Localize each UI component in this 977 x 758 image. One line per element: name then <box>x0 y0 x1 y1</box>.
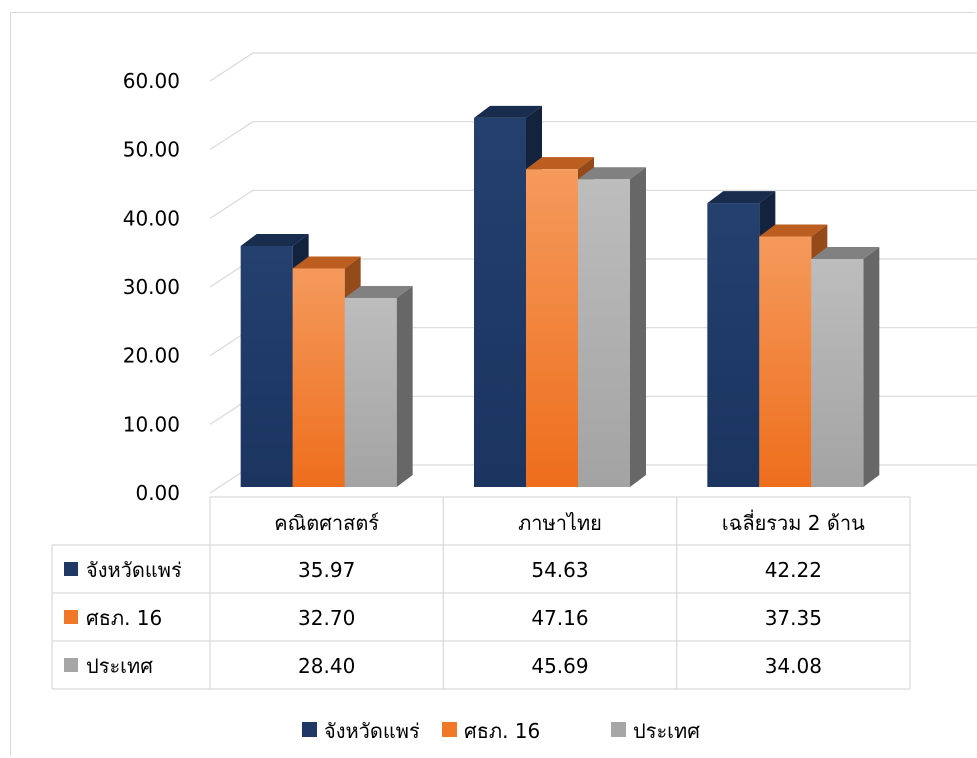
series-swatch <box>64 610 78 624</box>
bar <box>578 167 646 487</box>
legend-entry: ประเทศ <box>633 719 700 743</box>
gridline <box>209 189 977 219</box>
legend-entry: ศธภ. 16 <box>464 719 540 743</box>
legend-swatch <box>302 722 317 737</box>
category-label: เฉลี่ยรวม 2 ด้าน <box>722 509 865 535</box>
bars <box>240 105 880 488</box>
y-tick-label: 40.00 <box>123 206 180 230</box>
legend-swatch <box>611 722 626 737</box>
data-label: 34.08 <box>765 654 822 678</box>
data-label: 42.22 <box>765 558 822 582</box>
y-axis-ticks: 0.00 10.00 20.00 30.00 40.00 50.00 60.00 <box>123 69 180 505</box>
y-tick-label: 10.00 <box>123 412 180 436</box>
bar <box>811 246 880 487</box>
data-label: 28.40 <box>298 654 355 678</box>
y-tick-label: 30.00 <box>123 275 180 299</box>
y-tick-label: 20.00 <box>123 344 180 368</box>
data-label: 54.63 <box>531 558 588 582</box>
legend: จังหวัดแพร่ ศธภ. 16 ประเทศ <box>302 719 700 743</box>
legend-entry: จังหวัดแพร่ <box>324 719 420 743</box>
series-swatch <box>64 562 78 576</box>
category-label: คณิตศาสตร์ <box>274 511 379 535</box>
gridline <box>209 52 977 82</box>
data-label: 32.70 <box>298 606 355 630</box>
bar <box>344 285 413 487</box>
gridline <box>209 121 977 151</box>
data-table: คณิตศาสตร์ ภาษาไทย เฉลี่ยรวม 2 ด้านจังหวัด… <box>51 496 911 690</box>
data-label: 37.35 <box>765 606 822 630</box>
y-tick-label: 50.00 <box>123 138 180 162</box>
series-row-label: ประเทศ <box>86 654 153 678</box>
chart-frame <box>10 12 975 756</box>
data-label: 47.16 <box>531 606 588 630</box>
series-row-label: จังหวัดแพร่ <box>86 558 182 582</box>
y-tick-label: 0.00 <box>135 481 180 505</box>
series-swatch <box>64 658 78 672</box>
data-label: 35.97 <box>298 558 355 582</box>
legend-swatch <box>442 722 457 737</box>
series-row-label: ศธภ. 16 <box>86 606 162 630</box>
category-label: ภาษาไทย <box>518 511 602 535</box>
y-tick-label: 60.00 <box>123 69 180 93</box>
data-label: 45.69 <box>531 654 588 678</box>
